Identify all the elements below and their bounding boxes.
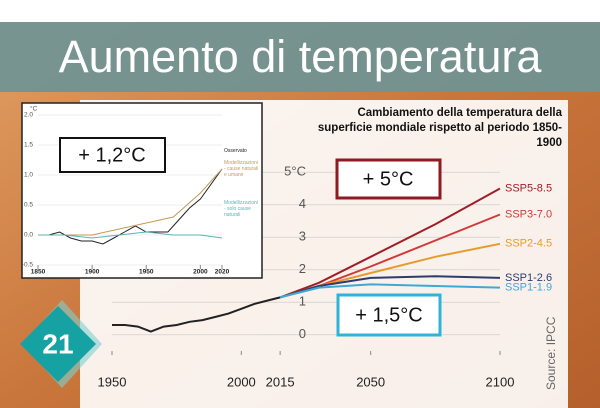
series-label: SSP1-2.6 [505, 272, 552, 284]
y-tick-label: 0.0 [24, 232, 33, 239]
y-tick-label: 1.0 [24, 172, 33, 179]
legend-label: Modellizzazioni - cause naturali e umane [224, 160, 259, 178]
callout-box [59, 137, 166, 173]
y-tick-label: 2.0 [24, 112, 33, 119]
x-tick-label: 1950 [98, 374, 127, 389]
series-line [279, 275, 501, 299]
y-axis-label: °C [30, 105, 38, 113]
x-tick-label: 1900 [85, 269, 100, 276]
x-tick-label: 2000 [227, 374, 256, 389]
top-strip [0, 0, 600, 22]
y-tick-label: 5°C [284, 164, 306, 179]
slide-title: Aumento di temperatura [59, 31, 543, 82]
title-band [0, 22, 600, 92]
y-tick-label: 4 [299, 196, 306, 211]
series-label: SSP2-4.5 [505, 238, 552, 250]
x-tick-label: 2020 [215, 269, 230, 276]
series-label: SSP1-1.9 [505, 282, 552, 294]
y-tick-label: 0 [299, 326, 306, 341]
inset-chart: -0.5 0.0 0.5 1.0 1.5 2.0 1850 1900 1950 2000 2020 O… [22, 105, 259, 276]
series-label: SSP5-8.5 [505, 182, 552, 194]
source: Source: IPCC [544, 316, 558, 390]
series-line [38, 231, 223, 239]
callout: + 1,5°C [355, 304, 422, 326]
series-line [279, 283, 501, 299]
series-label: SSP3-7.0 [505, 208, 552, 220]
inset-panel [21, 102, 263, 279]
x-tick-label: 1950 [139, 269, 154, 276]
chart-title: Cambiamento della temperatura della supe… [317, 107, 562, 149]
y-tick-label: 1 [299, 294, 306, 309]
legend-label: Modellizzazioni - solo cause naturali [224, 200, 258, 218]
x-tick-label: 2015 [266, 374, 295, 389]
legend-label: Osservato [224, 148, 247, 154]
y-tick-label: 1.5 [24, 142, 33, 149]
series-line [38, 168, 223, 245]
series-line [112, 296, 281, 333]
y-tick-label: 3 [299, 229, 306, 244]
y-tick-label: 2 [299, 261, 306, 276]
series-line [279, 187, 501, 299]
y-tick-label: -0.5 [22, 262, 34, 269]
callout: + 5°C [363, 168, 414, 190]
x-tick-label: 2050 [356, 374, 385, 389]
x-tick-label: 2000 [193, 269, 208, 276]
y-tick-label: 0.5 [24, 202, 33, 209]
badge: 21 [42, 328, 73, 359]
badge-shape [20, 306, 96, 382]
callout-box [335, 158, 442, 200]
x-tick-label: 2100 [486, 374, 515, 389]
legend-item: Modellizzazioni - cause naturali e umane [224, 160, 259, 178]
x-tick-label: 1850 [31, 269, 46, 276]
legend-item: Osservato [224, 148, 247, 154]
legend-item: Modellizzazioni - solo cause naturali [224, 200, 258, 218]
callout: + 1,2°C [78, 144, 145, 166]
callout-box [336, 293, 442, 337]
